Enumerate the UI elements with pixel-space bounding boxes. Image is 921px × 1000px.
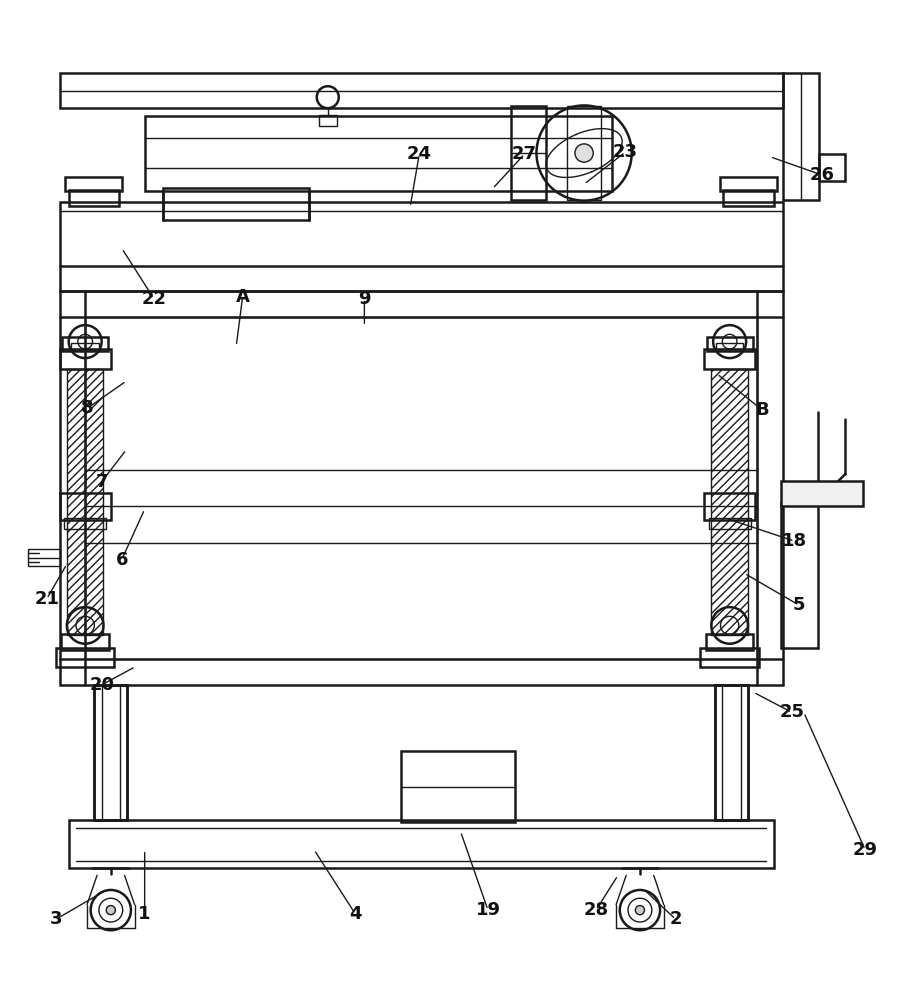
Bar — [69, 190, 119, 206]
Text: 18: 18 — [782, 532, 807, 550]
Text: A: A — [236, 288, 250, 306]
Bar — [700, 648, 759, 667]
Text: 24: 24 — [407, 145, 432, 163]
Text: 9: 9 — [358, 290, 370, 308]
Bar — [65, 177, 122, 191]
Circle shape — [635, 906, 645, 915]
Bar — [716, 343, 743, 349]
Bar — [94, 685, 127, 820]
Text: 27: 27 — [512, 145, 537, 163]
Text: 5: 5 — [793, 596, 806, 614]
Text: 20: 20 — [89, 676, 114, 694]
Bar — [64, 518, 106, 529]
Bar — [85, 317, 757, 659]
Text: 2: 2 — [670, 910, 682, 928]
Text: 19: 19 — [475, 901, 500, 919]
Text: 29: 29 — [853, 841, 878, 859]
Bar — [63, 337, 108, 351]
Text: 3: 3 — [50, 910, 62, 928]
Bar — [820, 154, 845, 181]
Circle shape — [106, 906, 115, 915]
Bar — [67, 369, 103, 635]
Bar — [715, 685, 748, 820]
Bar — [706, 337, 752, 351]
Bar — [711, 369, 748, 635]
Text: 1: 1 — [138, 905, 151, 923]
Text: 22: 22 — [141, 290, 167, 308]
Bar — [704, 349, 755, 369]
Bar — [56, 648, 114, 667]
Bar — [319, 115, 337, 126]
Bar — [72, 343, 99, 349]
Bar — [401, 751, 516, 822]
Text: 26: 26 — [810, 166, 834, 184]
Text: 4: 4 — [349, 905, 361, 923]
Text: 23: 23 — [612, 143, 637, 161]
Text: 6: 6 — [115, 551, 128, 569]
Bar — [94, 685, 127, 820]
Bar — [69, 820, 774, 868]
Bar — [511, 106, 545, 200]
Bar — [704, 493, 755, 520]
Bar — [60, 291, 783, 685]
Text: 21: 21 — [34, 590, 59, 608]
Text: 8: 8 — [81, 399, 93, 417]
Circle shape — [575, 144, 593, 162]
Bar — [566, 106, 601, 200]
Bar — [60, 202, 783, 291]
Text: 7: 7 — [96, 473, 108, 491]
Bar — [62, 634, 109, 650]
Bar — [715, 685, 748, 820]
Bar — [783, 73, 820, 200]
Text: B: B — [756, 401, 769, 419]
Bar — [720, 177, 777, 191]
Bar — [60, 349, 111, 369]
Text: 25: 25 — [779, 703, 804, 721]
Bar — [708, 518, 751, 529]
Bar — [60, 73, 783, 108]
Bar — [145, 116, 612, 191]
Text: 28: 28 — [583, 901, 609, 919]
Bar — [60, 493, 111, 520]
Bar — [29, 549, 61, 566]
Bar — [705, 634, 753, 650]
Bar — [723, 190, 774, 206]
Bar — [781, 481, 863, 506]
Bar — [163, 188, 309, 220]
